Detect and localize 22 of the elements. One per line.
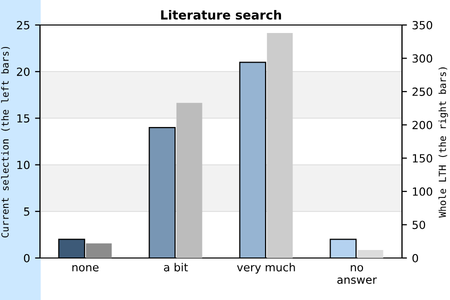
y2-tick-label: 200 (412, 120, 432, 130)
bar (330, 238, 357, 258)
x-tick-label: very much (237, 262, 295, 274)
y2-tick-label: 0 (412, 254, 418, 262)
y-tick-label: 15 (17, 114, 30, 123)
y2-tick-label: 250 (412, 88, 432, 96)
y2-tick-label: 50 (412, 220, 426, 230)
x-tick-label: no answer (337, 265, 377, 284)
y-tick-label: 25 (16, 20, 30, 30)
y2-axis-title: Whole LTH (the right bars) (438, 67, 448, 218)
y-tick-label: 5 (24, 208, 30, 216)
y-tick-label: 10 (17, 160, 30, 170)
x-tick-label: none (72, 265, 99, 272)
y-tick-label: 20 (16, 68, 30, 76)
y2-tick-label: 300 (412, 54, 432, 63)
y2-tick-label: 350 (412, 20, 432, 30)
y2-tick-label: 100 (412, 187, 432, 196)
y-axis-title: Current selection (the left bars) (1, 46, 10, 238)
y-tick-label: 0 (24, 254, 30, 262)
chart-title: Literature search (161, 10, 282, 20)
y2-tick-label: 150 (412, 154, 432, 163)
x-tick-label: a bit (164, 262, 188, 272)
